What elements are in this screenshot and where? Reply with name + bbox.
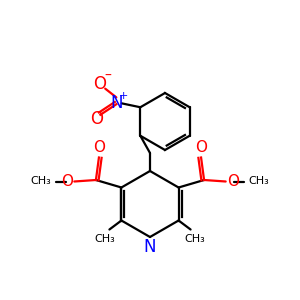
Text: CH₃: CH₃ [185, 234, 206, 244]
Text: O: O [195, 140, 207, 155]
Text: –: – [105, 69, 112, 83]
Text: +: + [119, 91, 128, 101]
Text: CH₃: CH₃ [94, 234, 115, 244]
Text: O: O [90, 110, 103, 128]
Text: O: O [93, 140, 105, 155]
Text: O: O [227, 174, 239, 189]
Text: CH₃: CH₃ [249, 176, 269, 187]
Text: N: N [110, 94, 123, 112]
Text: N: N [144, 238, 156, 256]
Text: CH₃: CH₃ [31, 176, 51, 187]
Text: O: O [61, 174, 73, 189]
Text: O: O [93, 75, 106, 93]
